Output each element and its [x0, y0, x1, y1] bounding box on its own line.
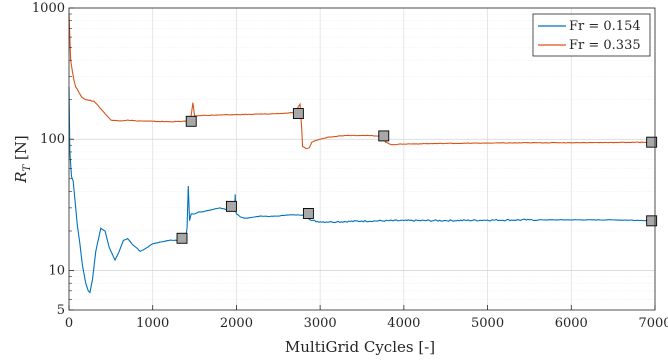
series-line-fr-0154 — [68, 87, 654, 294]
x-tick-label: 3000 — [304, 316, 337, 331]
checkpoint-marker — [185, 115, 197, 127]
x-axis-title: MultiGrid Cycles [-] — [285, 338, 435, 356]
checkpoint-marker — [646, 215, 658, 227]
legend: Fr = 0.154 Fr = 0.335 — [532, 13, 651, 57]
legend-label-fr-0335: Fr = 0.335 — [569, 38, 641, 53]
y-axis-title-unit: [N] — [12, 135, 30, 165]
y-axis-title: RT [N] — [12, 135, 33, 184]
checkpoint-marker — [225, 200, 237, 212]
plot-frame — [68, 7, 656, 311]
legend-box — [532, 13, 651, 57]
series-line-fr-0335 — [68, 13, 654, 150]
checkpoint-marker — [292, 108, 304, 119]
series-layer — [68, 13, 654, 294]
y-tick-label: 1000 — [32, 1, 65, 16]
x-tick-label: 0 — [65, 316, 73, 331]
x-tick-label: 5000 — [471, 316, 504, 331]
y-tick-label: 5 — [57, 303, 65, 318]
y-tick-label: 10 — [48, 263, 65, 278]
checkpoint-marker — [378, 130, 390, 142]
y-axis-title-subscript: T — [22, 163, 33, 171]
y-axis-title-symbol: R — [12, 171, 30, 183]
y-axis: 5 10 100 1000 — [32, 1, 74, 318]
x-tick-label: 6000 — [555, 316, 588, 331]
checkpoint-marker — [302, 208, 314, 219]
x-tick-label: 7000 — [638, 316, 668, 331]
checkpoint-marker — [646, 136, 658, 148]
x-tick-label: 4000 — [387, 316, 420, 331]
legend-label-fr-0154: Fr = 0.154 — [569, 19, 641, 34]
checkpoint-marker — [176, 232, 188, 244]
y-tick-label: 100 — [40, 132, 65, 147]
x-axis: 0 1000 2000 3000 4000 5000 6000 7000 — [65, 305, 668, 331]
plot-area — [69, 8, 655, 310]
marker-layer — [176, 108, 658, 244]
x-tick-label: 1000 — [136, 316, 169, 331]
x-tick-label: 2000 — [220, 316, 253, 331]
